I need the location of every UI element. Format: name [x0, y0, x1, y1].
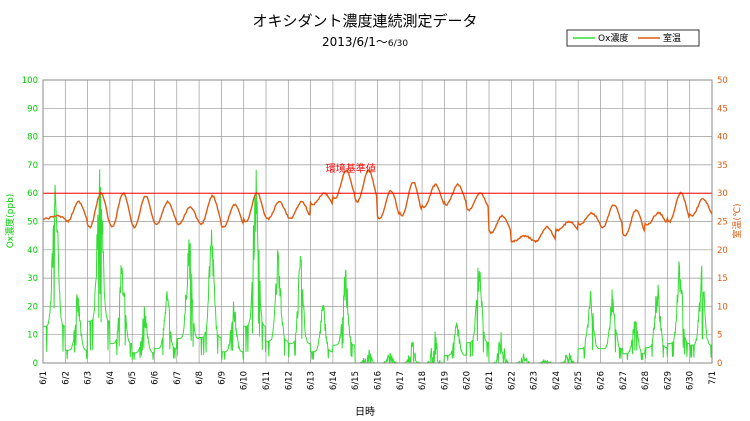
y-tick-label-left: 80 [27, 133, 38, 143]
x-tick-label: 6/15 [351, 371, 361, 390]
y-tick-label-left: 30 [27, 274, 38, 284]
plot-frame [42, 79, 713, 364]
y-tick-label-right: 20 [717, 246, 728, 256]
legend-ox-label: Ox濃度 [598, 32, 628, 44]
y-tick-label-right: 50 [717, 76, 728, 86]
x-tick-label: 6/1 [39, 371, 49, 385]
y-tick-label-right: 10 [717, 302, 728, 312]
x-tick-label: 6/23 [530, 371, 540, 390]
standard-line: 環境基準値 [43, 162, 712, 194]
y-tick-label-right: 0 [717, 359, 722, 369]
x-tick-label: 6/24 [552, 371, 562, 390]
y-ticks-left: 0 10 20 30 40 50 60 70 80 90 100 [22, 76, 38, 369]
x-tick-label: 6/5 [128, 371, 138, 385]
temp-line [42, 168, 713, 244]
x-tick-label: 6/25 [574, 371, 584, 390]
x-tick-label: 6/11 [262, 371, 272, 390]
x-tick-label: 6/26 [597, 371, 607, 390]
subtitle-main: 2013/6/1～ [322, 35, 388, 49]
x-tick-label: 6/3 [84, 371, 94, 385]
x-tick-label: 6/14 [329, 371, 339, 390]
x-tick-label: 6/17 [396, 371, 406, 390]
x-tick-label: 6/30 [686, 371, 696, 390]
y-tick-label-right: 5 [717, 331, 722, 341]
x-axis-label: 日時 [355, 406, 375, 418]
x-tick-label: 6/4 [106, 371, 116, 385]
y-tick-label-right: 15 [717, 274, 728, 284]
x-tick-label: 6/18 [418, 371, 428, 390]
x-tick-label: 6/20 [463, 371, 473, 390]
y-tick-label-left: 10 [27, 331, 38, 341]
y-tick-label-left: 40 [27, 246, 38, 256]
x-tick-label: 6/28 [641, 371, 651, 390]
y-tick-label-left: 0 [33, 359, 38, 369]
standard-value-label: 環境基準値 [326, 162, 376, 175]
x-tick-label: 6/2 [61, 371, 71, 385]
x-tick-label: 7/1 [708, 371, 718, 385]
x-tick-label: 6/10 [240, 371, 250, 390]
subtitle-end: 6/30 [388, 39, 408, 49]
chart-title: オキシダント濃度連続測定データ [252, 12, 477, 30]
x-tick-label: 6/12 [284, 371, 294, 390]
y-tick-label-left: 70 [27, 161, 38, 171]
x-tick-label: 6/16 [374, 371, 384, 390]
y-tick-label-right: 35 [717, 161, 728, 171]
x-tick-label: 6/13 [307, 371, 317, 390]
x-tick-label: 6/19 [440, 371, 450, 390]
x-ticks: 6/1 6/2 6/3 6/4 6/5 6/6 6/7 6/8 6/9 6/10 6/11 6/12 6… [39, 371, 718, 390]
x-tick-label: 6/9 [217, 371, 227, 385]
y-axis-label-right: 室温(℃) [731, 203, 743, 238]
x-tick-label: 6/6 [151, 371, 161, 385]
y-tick-label-left: 90 [27, 104, 38, 114]
y-tick-label-left: 60 [27, 189, 38, 199]
x-tick-label: 6/22 [507, 371, 517, 390]
y-tick-label-left: 50 [27, 218, 38, 228]
y-tick-label-right: 45 [717, 104, 728, 114]
x-tick-label: 6/27 [619, 371, 629, 390]
y-tick-label-left: 20 [27, 302, 38, 312]
chart-subtitle: 2013/6/1～6/30 [322, 35, 408, 49]
y-tick-label-right: 30 [717, 189, 728, 199]
x-tick-label: 6/29 [663, 371, 673, 390]
y-axis-label-left: Ox濃度(ppb) [4, 194, 16, 249]
y-tick-label-right: 25 [717, 218, 728, 228]
x-tick-label: 6/8 [195, 371, 205, 385]
y-tick-label-left: 100 [22, 76, 38, 86]
y-tick-label-right: 40 [717, 133, 728, 143]
y-ticks-right: 0 5 10 15 20 25 30 35 40 45 50 [717, 76, 728, 369]
temp-series [42, 168, 713, 244]
legend: Ox濃度 室温 [566, 29, 700, 47]
x-tick-label: 6/21 [485, 371, 495, 390]
x-tick-label: 6/7 [173, 371, 183, 385]
legend-temp-label: 室温 [663, 32, 681, 44]
